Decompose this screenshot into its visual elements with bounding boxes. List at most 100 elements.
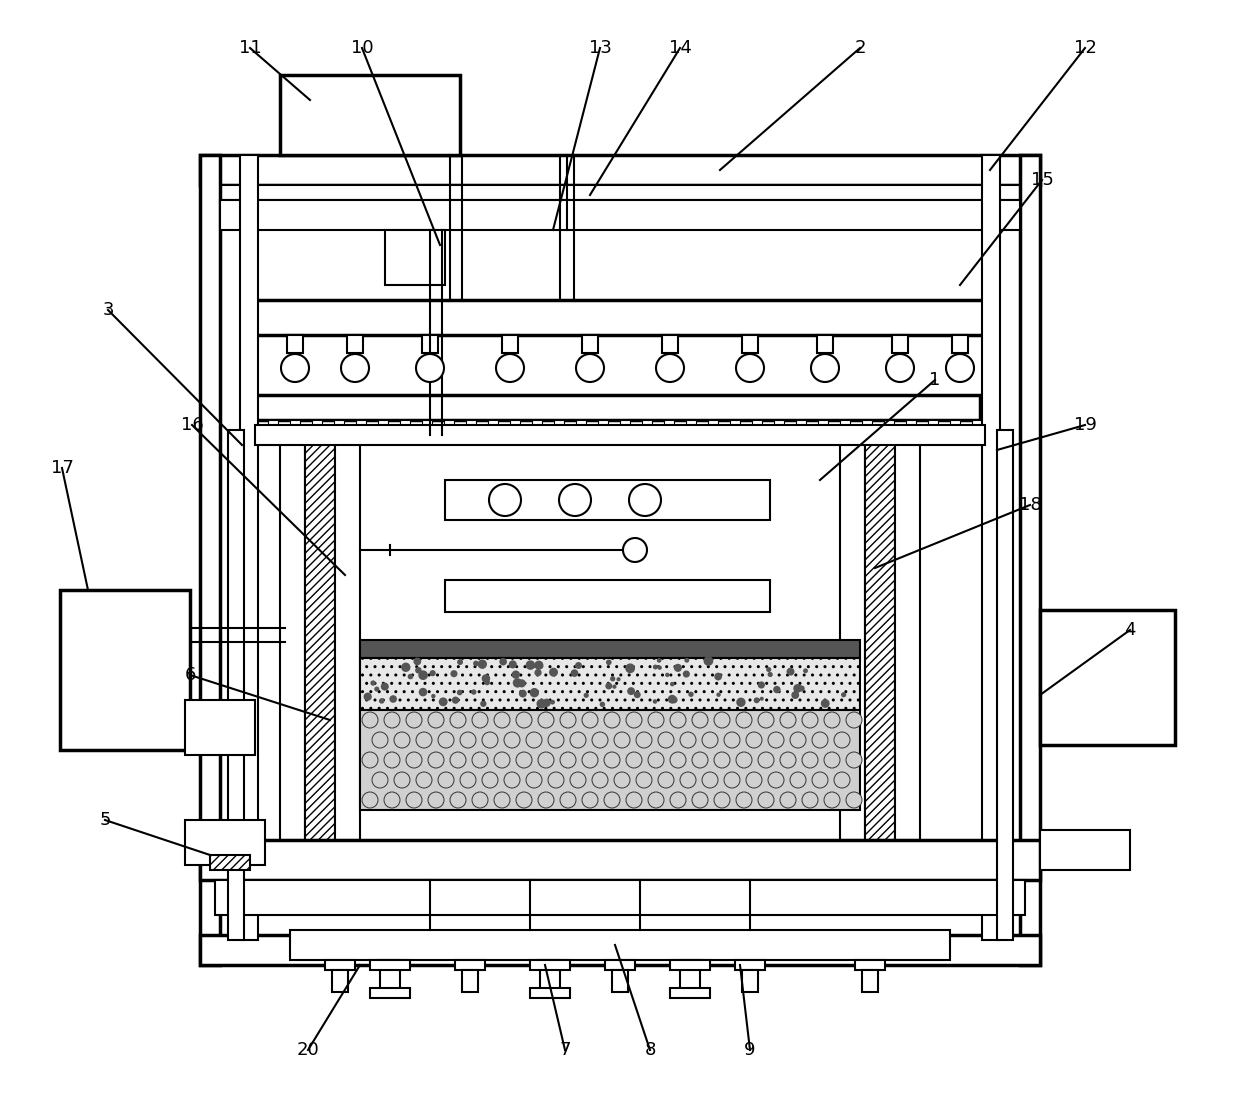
Circle shape xyxy=(472,752,489,768)
Circle shape xyxy=(526,732,542,748)
Bar xyxy=(255,395,980,420)
Bar xyxy=(228,430,244,940)
Circle shape xyxy=(538,752,554,768)
Circle shape xyxy=(790,772,806,788)
Circle shape xyxy=(512,678,522,687)
Text: 2: 2 xyxy=(854,39,866,57)
Circle shape xyxy=(737,712,751,728)
Circle shape xyxy=(610,676,615,682)
Circle shape xyxy=(652,699,657,704)
Circle shape xyxy=(717,693,720,697)
Circle shape xyxy=(582,752,598,768)
Circle shape xyxy=(362,712,378,728)
Circle shape xyxy=(768,672,773,677)
Circle shape xyxy=(494,712,510,728)
Circle shape xyxy=(737,354,764,383)
Circle shape xyxy=(670,752,686,768)
Circle shape xyxy=(460,772,476,788)
Circle shape xyxy=(811,354,839,383)
Text: 12: 12 xyxy=(1074,39,1096,57)
Circle shape xyxy=(415,667,422,674)
Circle shape xyxy=(518,689,527,697)
Circle shape xyxy=(684,657,689,663)
Circle shape xyxy=(482,732,498,748)
Circle shape xyxy=(786,667,795,676)
Circle shape xyxy=(538,792,554,808)
Circle shape xyxy=(692,752,708,768)
Bar xyxy=(884,420,894,428)
Bar xyxy=(856,960,885,970)
Bar xyxy=(325,960,355,970)
Bar xyxy=(280,435,305,840)
Circle shape xyxy=(384,712,401,728)
Bar xyxy=(598,420,608,428)
Bar xyxy=(445,580,770,612)
Circle shape xyxy=(450,671,458,677)
Text: 10: 10 xyxy=(351,39,373,57)
Circle shape xyxy=(688,692,693,697)
Bar xyxy=(982,155,999,940)
Circle shape xyxy=(768,732,784,748)
Circle shape xyxy=(600,702,605,707)
Circle shape xyxy=(405,752,422,768)
Circle shape xyxy=(471,689,476,695)
Circle shape xyxy=(673,664,682,672)
Circle shape xyxy=(489,484,521,516)
Circle shape xyxy=(649,752,663,768)
Circle shape xyxy=(418,671,428,681)
Circle shape xyxy=(714,673,722,681)
Circle shape xyxy=(946,354,973,383)
Circle shape xyxy=(841,692,846,697)
Bar xyxy=(818,420,828,428)
Circle shape xyxy=(477,659,487,669)
Circle shape xyxy=(582,792,598,808)
Circle shape xyxy=(559,484,591,516)
Bar xyxy=(952,335,968,353)
Circle shape xyxy=(627,687,635,695)
Bar xyxy=(1040,830,1130,870)
Bar xyxy=(751,420,763,428)
Circle shape xyxy=(636,732,652,748)
Circle shape xyxy=(419,688,428,696)
Circle shape xyxy=(516,712,532,728)
Circle shape xyxy=(570,732,587,748)
Circle shape xyxy=(439,697,448,706)
Circle shape xyxy=(582,712,598,728)
Bar xyxy=(620,420,630,428)
Bar xyxy=(613,970,627,992)
Circle shape xyxy=(622,538,647,562)
Circle shape xyxy=(472,712,489,728)
Circle shape xyxy=(746,772,763,788)
Circle shape xyxy=(692,712,708,728)
Bar xyxy=(219,200,1021,230)
Circle shape xyxy=(825,712,839,728)
Circle shape xyxy=(668,695,677,704)
Circle shape xyxy=(812,772,828,788)
Circle shape xyxy=(605,683,613,689)
Bar xyxy=(200,155,219,965)
Circle shape xyxy=(780,712,796,728)
Circle shape xyxy=(614,732,630,748)
Bar xyxy=(422,420,432,428)
Bar xyxy=(489,420,498,428)
Circle shape xyxy=(538,712,554,728)
Bar xyxy=(539,960,560,995)
Text: 13: 13 xyxy=(589,39,611,57)
Bar xyxy=(663,420,675,428)
Circle shape xyxy=(494,792,510,808)
Bar xyxy=(241,155,258,940)
Circle shape xyxy=(821,699,830,708)
Circle shape xyxy=(802,712,818,728)
Bar xyxy=(384,230,445,285)
Circle shape xyxy=(625,664,635,673)
Circle shape xyxy=(794,684,802,693)
Bar xyxy=(577,420,587,428)
Circle shape xyxy=(570,772,587,788)
Bar xyxy=(335,435,360,840)
Bar xyxy=(370,960,410,970)
Circle shape xyxy=(438,732,454,748)
Circle shape xyxy=(604,792,620,808)
Bar xyxy=(422,335,438,353)
Bar xyxy=(742,970,758,992)
Circle shape xyxy=(758,712,774,728)
